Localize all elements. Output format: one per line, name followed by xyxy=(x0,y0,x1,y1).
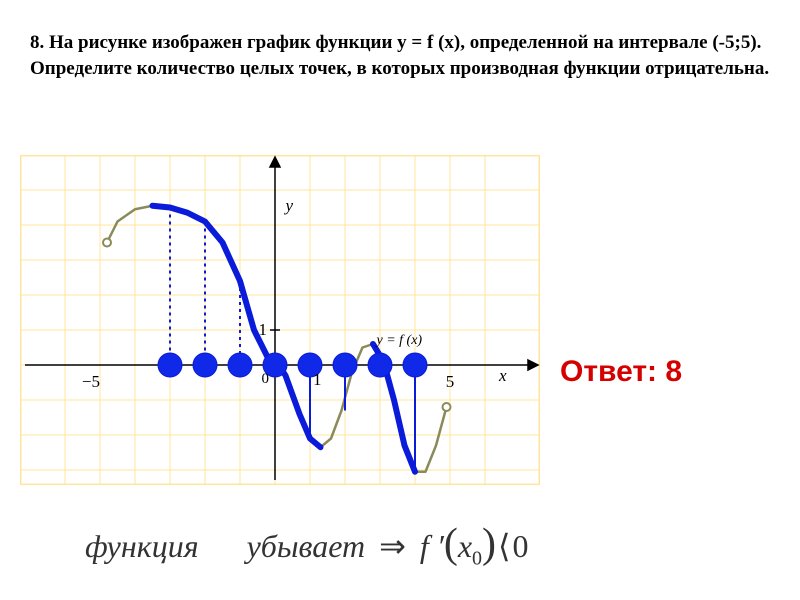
problem-text: 8. На рисунке изображен график функции у… xyxy=(0,0,800,91)
svg-text:−5: −5 xyxy=(82,372,100,391)
svg-text:0: 0 xyxy=(262,371,270,387)
answer-label: Ответ: 8 xyxy=(560,355,682,389)
svg-text:y = f (x): y = f (x) xyxy=(375,333,423,348)
svg-text:1: 1 xyxy=(313,370,322,389)
implies-icon: ⇒ xyxy=(379,528,406,564)
formula: функция убывает ⇒ f ′(x0)⟨0 xyxy=(85,520,529,570)
svg-text:y: y xyxy=(284,196,294,215)
svg-text:5: 5 xyxy=(446,372,455,391)
svg-text:x: x xyxy=(498,366,507,385)
function-chart: −5 0 1 5 1 y x y = f (x) xyxy=(20,155,540,485)
svg-text:1: 1 xyxy=(259,320,268,339)
formula-word-2: убывает xyxy=(247,528,366,564)
formula-word-1: функция xyxy=(85,528,199,564)
